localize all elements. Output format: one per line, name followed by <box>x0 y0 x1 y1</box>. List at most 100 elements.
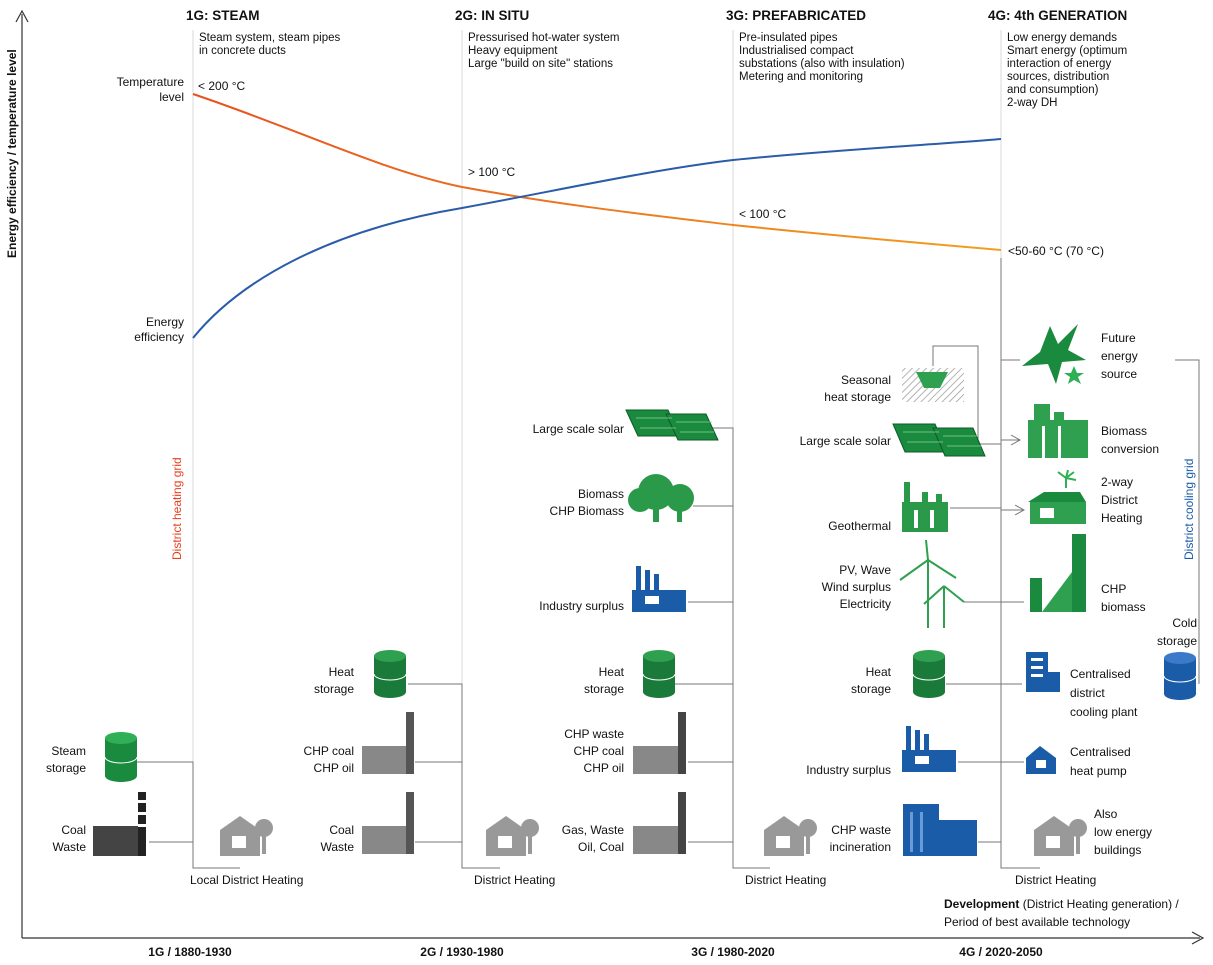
period-label-2g: 2G / 1930-1980 <box>420 945 504 959</box>
temp-label-3g: < 100 °C <box>739 207 786 221</box>
temperature-level-label: Temperature level <box>117 75 185 104</box>
connector-cold-storage <box>1175 359 1200 684</box>
district-heating-label-3g: District Heating <box>745 873 826 887</box>
geothermal-label: Geothermal <box>828 519 891 533</box>
star-icon <box>1022 324 1086 384</box>
future-energy-source-label: Future energy source <box>1101 331 1138 381</box>
chp-waste-label-3g: CHP waste CHP coal CHP oil <box>564 727 624 775</box>
large-scale-solar-label-4g: Large scale solar <box>800 434 891 448</box>
large-scale-solar-label-3g: Large scale solar <box>533 422 624 436</box>
seasonal-heat-storage-label: Seasonal heat storage <box>824 373 891 404</box>
chp-coal-oil-label-2g: CHP coal CHP oil <box>304 744 354 775</box>
heat-storage-label-3g: Heat storage <box>584 665 625 696</box>
connection-lines <box>137 258 1200 869</box>
y-axis-arrow-icon <box>15 9 29 23</box>
steam-storage-label: Steam storage <box>46 744 86 775</box>
factory-chimney-icon <box>633 712 686 774</box>
chp-biomass-icon <box>1030 534 1086 612</box>
chp-waste-incineration-label: CHP waste incineration <box>830 823 892 854</box>
energy-efficiency-label: Energy efficiency <box>134 315 184 344</box>
heat-storage-label-4g: Heat storage <box>851 665 892 696</box>
centralised-cooling-plant-label: Centralised district cooling plant <box>1070 667 1138 719</box>
factory-chimney-icon <box>362 792 414 854</box>
industry-surplus-label-3g: Industry surplus <box>539 599 624 613</box>
storage-tank-icon <box>104 732 138 782</box>
connector-1g <box>137 761 240 869</box>
industry-surplus-label-4g: Industry surplus <box>806 763 891 777</box>
generation-separators <box>192 30 1002 868</box>
temp-label-2g: > 100 °C <box>468 165 515 179</box>
solar-panel-icon <box>625 409 719 441</box>
description-3g: Pre-insulated pipes Industrialised compac… <box>739 32 905 83</box>
district-heating-grid-label: District heating grid <box>170 457 184 560</box>
house-tree-icon <box>486 816 539 856</box>
wind-turbine-icon <box>899 539 965 628</box>
x-axis-label-line2: Period of best available technology <box>944 915 1130 929</box>
pv-wave-wind-label: PV, Wave Wind surplus Electricity <box>822 563 892 611</box>
chp-biomass-label: CHP biomass <box>1101 582 1146 614</box>
x-axis-arrow-icon <box>1191 931 1205 945</box>
connector-2g <box>408 683 500 869</box>
low-energy-buildings-label: Also low energy buildings <box>1094 807 1152 857</box>
local-district-heating-label: Local District Heating <box>190 873 303 887</box>
storage-tank-icon <box>373 650 407 698</box>
connector-4g-2way-arrow <box>1001 504 1026 516</box>
description-2g: Pressurised hot-water system Heavy equipm… <box>468 32 619 70</box>
period-label-3g: 3G / 1980-2020 <box>691 945 775 959</box>
house-tree-icon <box>764 816 817 856</box>
gen3-group: Large scale solar Biomass CHP Biomass Ind… <box>533 409 826 887</box>
connector-4g-biomass-arrow <box>1001 434 1022 446</box>
factory-chimney-icon <box>633 792 686 854</box>
x-axis-label: Development (District Heating generation… <box>944 897 1179 911</box>
connector-3g <box>712 427 770 869</box>
y-axis-label: Energy efficiency / temperature level <box>5 49 19 258</box>
industry-icon <box>902 726 956 772</box>
house-tree-icon <box>220 816 273 856</box>
district-cooling-grid-label: District cooling grid <box>1182 459 1196 560</box>
gen4-sources-group: Seasonal heat storage Large scale solar G… <box>800 368 986 856</box>
coal-waste-label-2g: Coal Waste <box>320 823 354 854</box>
cold-storage-tank-icon <box>1163 652 1197 700</box>
temp-label-4g: <50-60 °C (70 °C) <box>1008 244 1104 258</box>
two-way-district-heating-label: 2-way District Heating <box>1101 475 1142 525</box>
connector-4g-trunk <box>1000 258 1040 869</box>
cold-storage-label: Cold storage <box>1157 616 1197 648</box>
description-4g: Low energy demands Smart energy (optimum i… <box>1007 32 1127 109</box>
period-label-1g: 1G / 1880-1930 <box>148 945 232 959</box>
coal-waste-label-1g: Coal Waste <box>52 823 86 854</box>
header-3g: 3G: PREFABRICATED <box>726 8 866 23</box>
gas-waste-label-3g: Gas, Waste Oil, Coal <box>562 823 625 854</box>
seasonal-storage-icon <box>902 368 964 402</box>
generation-headers: 1G: STEAM Steam system, steam pipes in co… <box>186 8 1127 109</box>
heat-pump-icon <box>1026 746 1056 774</box>
centralised-heat-pump-label: Centralised heat pump <box>1070 745 1131 778</box>
gen4-targets-group: Future energy source Biomass conversion 2-w… <box>1015 324 1197 887</box>
gen1-group: Steam storage Coal Waste Local District He… <box>46 732 303 887</box>
house-tree-icon <box>1034 816 1087 856</box>
geothermal-icon <box>902 482 948 532</box>
axes: Energy efficiency / temperature level De… <box>5 9 1205 959</box>
biomass-conversion-label: Biomass conversion <box>1101 424 1159 456</box>
incineration-plant-icon <box>903 804 977 856</box>
solar-panel-icon <box>892 423 986 457</box>
heat-storage-label-2g: Heat storage <box>314 665 355 696</box>
district-heating-label-2g: District Heating <box>474 873 555 887</box>
header-4g: 4G: 4th GENERATION <box>988 8 1127 23</box>
header-2g: 2G: IN SITU <box>455 8 529 23</box>
two-way-district-heating-icon <box>1028 469 1086 524</box>
district-heating-label-4g: District Heating <box>1015 873 1096 887</box>
storage-tank-icon <box>642 650 676 698</box>
efficiency-curve <box>192 138 1002 339</box>
temperature-curve <box>192 93 1002 251</box>
biomass-conversion-icon <box>1028 404 1088 458</box>
cooling-plant-icon <box>1026 652 1060 692</box>
factory-chimney-icon <box>362 712 414 774</box>
temp-label-1g: < 200 °C <box>198 79 245 93</box>
storage-tank-icon <box>912 650 946 698</box>
description-1g: Steam system, steam pipes in concrete duc… <box>199 32 340 57</box>
curves: Temperature level Energy efficiency < 200 … <box>117 75 1104 344</box>
header-1g: 1G: STEAM <box>186 8 260 23</box>
gen2-group: Heat storage CHP coal CHP oil Coal Waste Di… <box>304 650 555 887</box>
biomass-label-3g: Biomass CHP Biomass <box>550 487 624 518</box>
